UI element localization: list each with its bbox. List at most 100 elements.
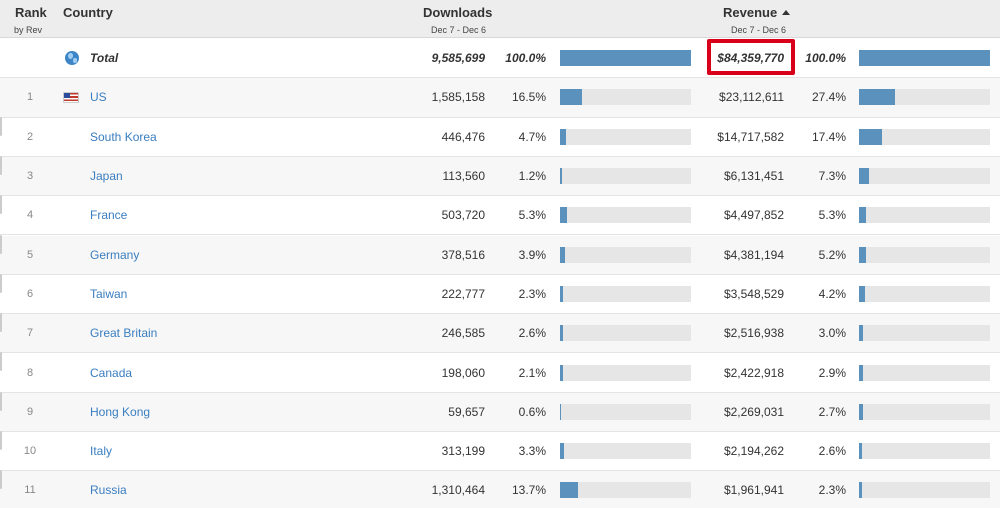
downloads-share-bar [560, 364, 691, 381]
total-downloads-bar [560, 50, 691, 67]
country-link[interactable]: Germany [90, 247, 140, 262]
us-flag-canton [64, 92, 70, 98]
revenue-share-bar [859, 325, 990, 342]
revenue-cell: $2,194,262 [723, 444, 784, 459]
downloads-cell: 378,516 [441, 247, 485, 262]
total-downloads: 9,585,699 [431, 51, 485, 66]
hk-flag-icon [0, 391, 2, 411]
country-link[interactable]: Great Britain [90, 326, 158, 341]
revenue-share-bar-fill [859, 89, 895, 106]
rank-column-header[interactable]: Rank [15, 5, 47, 20]
revenue-share-bar-fill [859, 246, 866, 263]
table-row: 3 Japan 113,560 1.2% $6,131,451 7.3% [0, 155, 1000, 197]
downloads-percent-cell: 0.6% [518, 404, 546, 419]
revenue-percent-cell: 2.3% [818, 483, 846, 498]
downloads-percent-cell: 16.5% [511, 90, 546, 105]
revenue-share-bar [859, 168, 990, 185]
table-row: 9 Hong Kong 59,657 0.6% $2,269,031 2.7% [0, 391, 1000, 432]
downloads-share-bar [560, 285, 691, 302]
revenue-share-bar [859, 364, 990, 381]
country-link[interactable]: US [90, 90, 107, 105]
downloads-percent-cell: 3.3% [518, 444, 546, 459]
revenue-percent-cell: 7.3% [818, 169, 846, 184]
downloads-share-bar [560, 246, 691, 263]
downloads-share-bar [560, 128, 691, 145]
revenue-cell: $2,516,938 [723, 326, 784, 341]
revenue-cell: $2,269,031 [723, 404, 784, 419]
downloads-percent-cell: 4.7% [518, 129, 546, 144]
rank-cell: 2 [26, 130, 34, 143]
downloads-column-header[interactable]: Downloads [423, 5, 493, 20]
downloads-share-bar [560, 89, 691, 106]
country-link[interactable]: South Korea [90, 129, 157, 144]
total-row: Total 9,585,699 100.0% $84,359,770 100.0% [0, 39, 1000, 79]
country-link[interactable]: Taiwan [90, 286, 128, 301]
downloads-cell: 59,657 [448, 404, 485, 419]
revenue-share-bar [859, 403, 990, 420]
revenue-percent-cell: 5.2% [818, 247, 846, 262]
downloads-share-bar-fill [560, 168, 562, 185]
table-row: 7 Great Britain 246,585 2.6% $2,516,938 3.0% [0, 313, 1000, 354]
rank-cell: 6 [26, 287, 34, 300]
revenue-share-bar [859, 207, 990, 224]
it-flag-icon [0, 431, 2, 450]
downloads-share-bar [560, 325, 691, 342]
downloads-cell: 1,585,158 [431, 90, 485, 105]
downloads-share-bar-fill [560, 403, 562, 420]
ca-flag-icon [0, 352, 2, 372]
revenue-share-bar-fill [859, 482, 862, 499]
revenue-column-label: Revenue [723, 5, 778, 20]
de-flag-icon [0, 234, 2, 254]
downloads-share-bar [560, 168, 691, 185]
revenue-percent-cell: 2.7% [818, 404, 846, 419]
downloads-date-range: Dec 7 - Dec 6 [431, 25, 487, 35]
downloads-percent-cell: 13.7% [511, 483, 546, 498]
table-row: 4 France 503,720 5.3% $4,497,852 5.3% [0, 195, 1000, 236]
country-link[interactable]: Canada [90, 365, 133, 380]
rank-cell: 8 [26, 366, 34, 379]
revenue-share-bar-fill [859, 207, 866, 224]
downloads-share-bar-fill [560, 482, 578, 499]
total-revenue-percent: 100.0% [805, 51, 846, 66]
downloads-share-bar [560, 403, 691, 420]
table-row: 2 South Korea 446,476 4.7% $14,717,582 17.4% [0, 116, 1000, 157]
ru-flag-icon [0, 470, 2, 490]
kr-flag-icon [0, 116, 2, 136]
downloads-share-bar-fill [560, 285, 563, 302]
revenue-column-header[interactable]: Revenue [723, 5, 791, 20]
downloads-percent-cell: 2.3% [518, 286, 546, 301]
rank-cell: 7 [26, 327, 34, 340]
downloads-cell: 113,560 [442, 169, 486, 184]
fr-flag-icon [0, 195, 2, 215]
revenue-share-bar [859, 285, 990, 302]
downloads-share-bar-fill [560, 207, 567, 224]
downloads-cell: 246,585 [441, 326, 485, 341]
revenue-cell: $14,717,582 [717, 129, 784, 144]
country-column-header[interactable]: Country [63, 5, 113, 20]
revenue-cell: $1,961,941 [723, 483, 784, 498]
country-link[interactable]: Italy [90, 444, 113, 459]
us-flag-icon [63, 91, 79, 103]
downloads-percent-cell: 2.6% [518, 326, 546, 341]
downloads-share-bar-fill [560, 364, 563, 381]
total-downloads-bar-fill [560, 50, 691, 67]
downloads-cell: 198,060 [441, 365, 485, 380]
revenue-date-range: Dec 7 - Dec 6 [731, 25, 787, 35]
downloads-cell: 1,310,464 [431, 483, 485, 498]
country-link[interactable]: France [90, 208, 128, 223]
revenue-cell: $6,131,451 [723, 169, 784, 184]
revenue-percent-cell: 5.3% [818, 208, 846, 223]
downloads-share-bar [560, 443, 691, 460]
downloads-cell: 446,476 [441, 129, 485, 144]
country-link[interactable]: Russia [90, 483, 127, 498]
revenue-cell: $4,381,194 [723, 247, 784, 262]
revenue-share-bar-fill [859, 168, 869, 185]
downloads-cell: 313,199 [441, 444, 485, 459]
revenue-cell: $4,497,852 [723, 208, 784, 223]
country-link[interactable]: Hong Kong [90, 404, 151, 419]
rank-cell: 9 [26, 405, 34, 418]
revenue-percent-cell: 27.4% [811, 90, 846, 105]
table-row: 5 Germany 378,516 3.9% $4,381,194 5.2% [0, 234, 1000, 275]
table-row: 11 Russia 1,310,464 13.7% $1,961,941 2.3% [0, 470, 1000, 508]
country-link[interactable]: Japan [90, 169, 123, 184]
